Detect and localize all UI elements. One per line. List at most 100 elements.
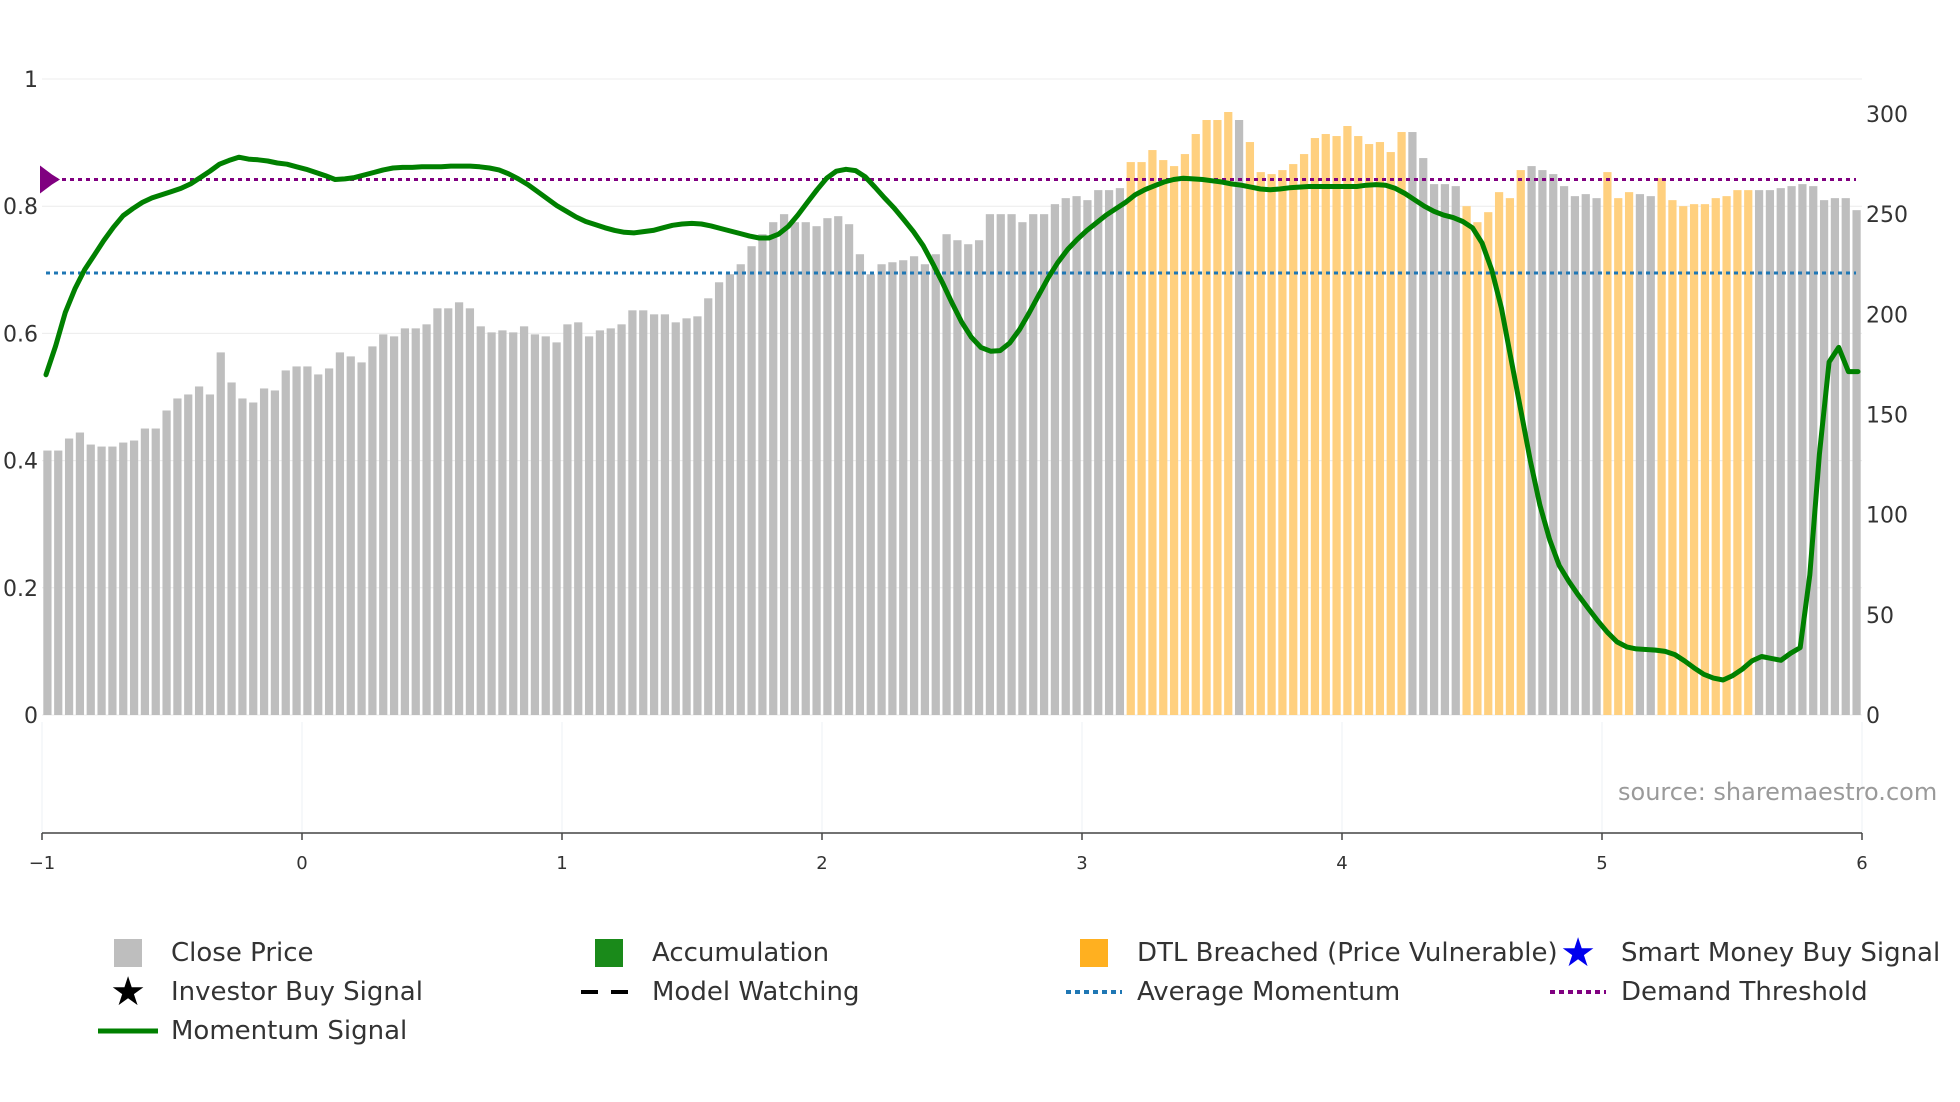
price-bar: [1419, 158, 1428, 715]
dtl-bar: [1484, 212, 1493, 715]
price-bar: [487, 332, 496, 715]
dtl-bar: [1245, 142, 1255, 716]
dtl-bar: [1159, 160, 1168, 715]
price-bar: [855, 254, 865, 716]
dtl-bar: [1213, 120, 1222, 715]
price-bar: [541, 336, 550, 715]
reference-lines: [40, 165, 1856, 275]
price-bar: [1429, 184, 1439, 715]
dtl-bar: [1657, 178, 1666, 716]
price-bar: [1094, 190, 1103, 715]
price-bar: [1061, 198, 1070, 715]
price-bar: [97, 446, 106, 715]
left-tick-label: 0.4: [3, 450, 38, 475]
price-bar: [86, 444, 95, 715]
price-bar: [704, 298, 713, 715]
price-bar: [899, 260, 908, 715]
price-bar: [205, 394, 215, 715]
price-bar: [606, 328, 615, 715]
right-tick-label: 300: [1866, 103, 1908, 128]
left-tick-label: 0.6: [3, 322, 38, 347]
price-bar: [162, 410, 171, 715]
left-tick-label: 1: [24, 68, 38, 93]
price-bar: [454, 302, 464, 715]
price-bar: [714, 282, 724, 715]
price-bar: [1852, 210, 1861, 715]
price-bar: [1072, 196, 1081, 715]
dtl-bar: [1711, 198, 1720, 715]
x-tick-label: 2: [816, 853, 827, 874]
dtl-bar: [1473, 222, 1482, 715]
price-bar: [1234, 120, 1244, 715]
dtl-bar: [1126, 162, 1135, 715]
right-tick-label: 50: [1866, 604, 1894, 629]
dtl-bar: [1386, 152, 1395, 715]
price-bar: [1549, 174, 1558, 716]
dtl-bar: [1603, 172, 1612, 716]
dtl-bar: [1137, 162, 1146, 715]
dtl-bar: [1700, 204, 1710, 715]
dtl-bar: [1668, 200, 1677, 715]
dtl-bar: [1516, 170, 1525, 716]
dtl-bar: [1321, 134, 1330, 715]
price-bar: [953, 240, 962, 715]
price-bar: [389, 336, 399, 715]
price-bar: [314, 374, 323, 715]
dtl-bar: [1614, 198, 1623, 715]
price-bar: [888, 262, 897, 715]
price-bar: [465, 308, 475, 715]
price-bar: [1754, 190, 1764, 715]
price-bar: [769, 222, 778, 715]
price-bar: [1646, 196, 1655, 715]
price-bar: [43, 450, 52, 715]
dtl-bar: [1505, 198, 1515, 715]
price-bar: [129, 440, 139, 715]
dtl-bar: [1289, 164, 1298, 715]
price-bar: [368, 346, 377, 715]
dtl-bar: [1744, 190, 1753, 715]
price-bar: [498, 330, 507, 715]
price-bar: [140, 428, 150, 715]
right-tick-label: 150: [1866, 404, 1908, 429]
price-bar: [270, 390, 280, 715]
x-tick-label: 6: [1856, 853, 1867, 874]
price-bar: [639, 310, 648, 715]
price-bar: [1776, 188, 1785, 715]
x-tick-label: −1: [29, 853, 56, 874]
right-tick-label: 250: [1866, 203, 1908, 228]
price-bar: [476, 326, 485, 715]
x-tick-label: 4: [1336, 853, 1347, 874]
price-bar: [216, 352, 225, 715]
right-tick-label: 0: [1866, 704, 1880, 729]
price-bar: [1798, 184, 1807, 715]
dtl-bar: [1299, 154, 1309, 715]
x-tick-label: 1: [556, 853, 567, 874]
dtl-bar: [1148, 150, 1157, 715]
price-bar: [942, 234, 951, 715]
price-bar: [758, 234, 767, 715]
price-bar: [563, 324, 572, 715]
dtl-bar: [1624, 192, 1634, 715]
price-bar: [1083, 200, 1092, 715]
price-bar: [801, 222, 810, 715]
price-bar: [324, 368, 334, 715]
price-bar: [400, 328, 410, 715]
price-bar: [974, 240, 984, 715]
price-bar: [649, 314, 659, 715]
price-bar: [64, 438, 74, 715]
dtl-bar: [1310, 138, 1320, 716]
left-tick-label: 0: [24, 704, 38, 729]
price-bar: [184, 394, 193, 715]
x-tick-label: 5: [1596, 853, 1607, 874]
price-bar: [1830, 198, 1840, 715]
price-bar: [1440, 184, 1450, 715]
price-bar: [119, 442, 128, 715]
price-bar: [509, 332, 518, 715]
dtl-bar: [1375, 142, 1385, 716]
price-bar: [303, 366, 312, 715]
price-bar: [422, 324, 431, 715]
price-bar: [1050, 204, 1060, 715]
dtl-bar: [1191, 134, 1200, 715]
price-bar: [779, 214, 789, 716]
price-bar: [1765, 190, 1775, 715]
